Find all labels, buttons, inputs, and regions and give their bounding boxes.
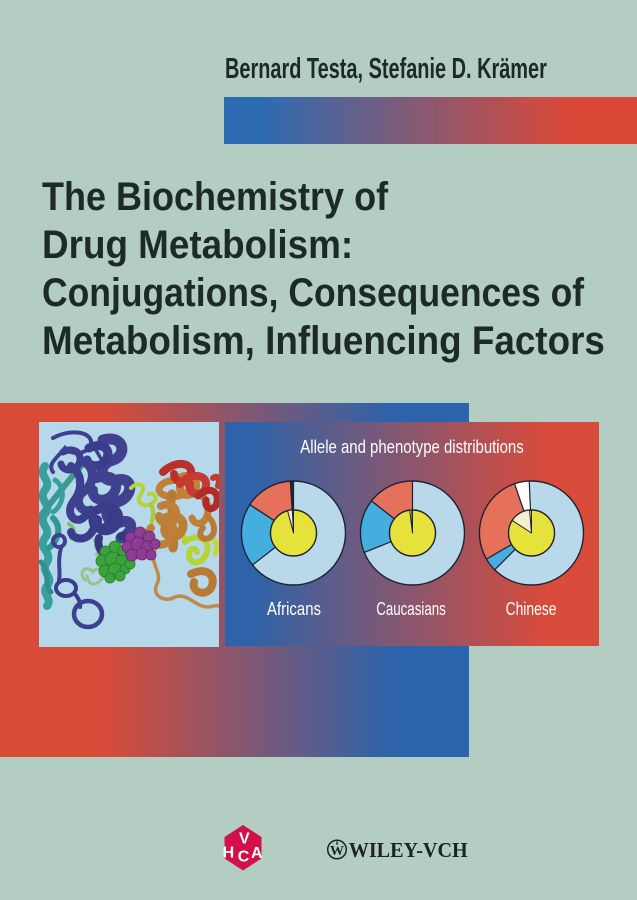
svg-text:A: A bbox=[251, 845, 263, 862]
svg-text:H: H bbox=[223, 845, 235, 862]
svg-text:C: C bbox=[238, 849, 250, 866]
svg-text:WILEY-VCH: WILEY-VCH bbox=[349, 838, 468, 862]
svg-text:W: W bbox=[330, 844, 344, 859]
svg-text:V: V bbox=[239, 831, 250, 848]
